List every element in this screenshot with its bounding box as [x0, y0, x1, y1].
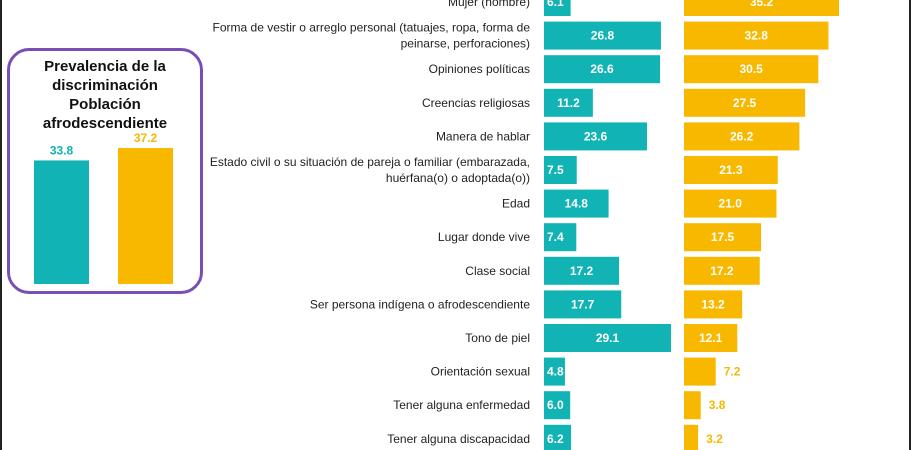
yellow-bar-value: 27.5 [733, 96, 757, 110]
teal-bar [544, 290, 622, 319]
category-label: Tono de piel [465, 331, 530, 345]
category-label: peinarse, perforaciones) [401, 37, 530, 51]
category-label: Ser persona indígena o afrodescendiente [310, 297, 530, 311]
teal-bar [544, 391, 571, 420]
yellow-bar-value: 13.2 [701, 297, 725, 311]
inset-title-line: afrodescendiente [42, 115, 168, 132]
inset-title-line: Población [69, 96, 141, 113]
yellow-bar-value: 35.2 [750, 0, 774, 9]
teal-bar [544, 357, 565, 386]
prevalence-inset-box: Prevalencia de la discriminación Poblaci… [7, 48, 203, 294]
yellow-bar-value: 17.5 [711, 230, 735, 244]
teal-bar [544, 223, 577, 252]
inset-title-line: discriminación [52, 77, 158, 94]
yellow-bar-value: 32.8 [745, 29, 769, 43]
yellow-bar-value: 17.2 [710, 264, 734, 278]
teal-bar [544, 424, 572, 450]
teal-bar [544, 324, 671, 352]
teal-bar [544, 21, 661, 50]
yellow-bar [684, 290, 743, 319]
teal-bar-value: 17.2 [570, 264, 594, 278]
category-label: huérfana(o) o adoptada(o)) [386, 171, 530, 185]
teal-bar [544, 256, 620, 285]
category-label: Tener alguna discapacidad [387, 432, 530, 446]
yellow-bar [684, 391, 701, 420]
inset-title: Prevalencia de la discriminación Poblaci… [20, 57, 190, 133]
yellow-bar-value: 3.2 [706, 432, 723, 446]
yellow-bar [684, 424, 699, 450]
yellow-bar [684, 189, 777, 218]
yellow-bar [684, 223, 762, 252]
inset-title-line: Prevalencia de la [44, 58, 166, 75]
teal-bar-value: 14.8 [565, 197, 589, 211]
teal-bar-value: 6.0 [547, 398, 564, 412]
yellow-bar [684, 122, 800, 151]
teal-bar-value: 29.1 [596, 331, 620, 345]
category-label: Mujer (hombre) [448, 0, 530, 9]
yellow-bar-value: 21.3 [719, 163, 743, 177]
teal-bar-value: 26.8 [591, 29, 615, 43]
teal-bar-value: 23.6 [584, 129, 608, 143]
yellow-bar [684, 156, 778, 184]
teal-bar [544, 88, 593, 117]
category-label: Estado civil o su situación de pareja o … [210, 155, 530, 169]
teal-bar-value: 7.4 [547, 230, 564, 244]
category-label: Forma de vestir o arreglo personal (tatu… [213, 21, 531, 35]
teal-bar [544, 122, 647, 151]
category-label: Clase social [465, 264, 530, 278]
teal-bar-value: 6.1 [547, 0, 564, 9]
teal-bar-value: 26.6 [590, 62, 614, 76]
category-label: Lugar donde vive [438, 230, 530, 244]
yellow-bar-value: 3.8 [709, 398, 726, 412]
teal-bar [544, 0, 571, 16]
category-label: Opiniones políticas [429, 62, 530, 76]
category-label: Edad [502, 197, 530, 211]
yellow-bar [684, 0, 839, 16]
inset-yellow-value: 37.2 [134, 131, 158, 145]
teal-bar [544, 156, 577, 184]
yellow-bar [684, 324, 738, 352]
yellow-bar-value: 26.2 [730, 129, 754, 143]
inset-teal-value: 33.8 [50, 143, 74, 157]
teal-bar-value: 7.5 [547, 163, 564, 177]
yellow-bar [684, 357, 716, 386]
teal-bar [544, 55, 661, 84]
yellow-bar [684, 88, 806, 117]
teal-bar-value: 6.2 [547, 432, 564, 446]
yellow-bar [684, 21, 829, 50]
category-label: Creencias religiosas [422, 96, 530, 110]
teal-bar-value: 17.7 [571, 297, 595, 311]
yellow-bar-value: 21.0 [719, 197, 743, 211]
yellow-bar [684, 256, 760, 285]
teal-bar [544, 189, 609, 218]
yellow-bar-value: 7.2 [724, 365, 741, 379]
teal-bar-value: 11.2 [557, 96, 580, 110]
category-label: Orientación sexual [431, 365, 530, 379]
category-label: Tener alguna enfermedad [393, 398, 530, 412]
teal-bar-value: 4.8 [547, 365, 564, 379]
yellow-bar-value: 12.1 [699, 331, 723, 345]
category-label: Manera de hablar [436, 129, 530, 143]
inset-teal-bar [34, 160, 89, 284]
inset-yellow-bar [118, 148, 173, 284]
yellow-bar-value: 30.5 [739, 62, 763, 76]
yellow-bar [684, 55, 819, 84]
